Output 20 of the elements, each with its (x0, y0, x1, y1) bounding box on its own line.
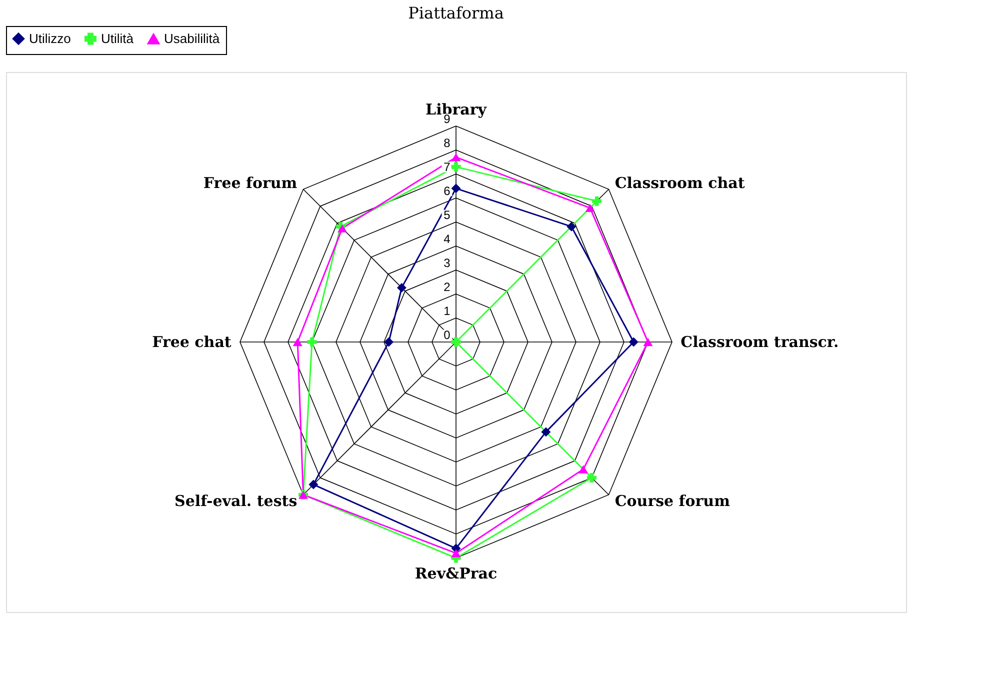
y-tick-label: 1 (444, 304, 451, 318)
y-tick-label: 4 (444, 232, 451, 246)
spoke-label: Classroom chat (614, 174, 745, 192)
spoke-label: Free chat (152, 333, 232, 351)
legend-label: Utilità (101, 30, 134, 46)
y-tick-label: 2 (444, 280, 451, 294)
spoke-label: Classroom transcr. (680, 333, 839, 351)
spoke-label: Free forum (203, 174, 298, 192)
y-tick-label: 8 (444, 136, 451, 150)
chart-title: Piattaforma (408, 4, 504, 22)
legend-label: Utilizzo (29, 30, 71, 46)
spoke-label: Course forum (614, 492, 730, 510)
spoke-label: Self-eval. tests (174, 492, 298, 510)
y-tick-label: 7 (444, 160, 451, 174)
legend-label: Usabililità (164, 31, 220, 46)
y-tick-label: 6 (444, 184, 451, 198)
y-tick-label: 5 (444, 208, 451, 222)
spoke-label: Rev&Prac (414, 564, 498, 583)
y-tick-label: 3 (444, 256, 451, 270)
y-tick-label: 0 (444, 328, 451, 342)
